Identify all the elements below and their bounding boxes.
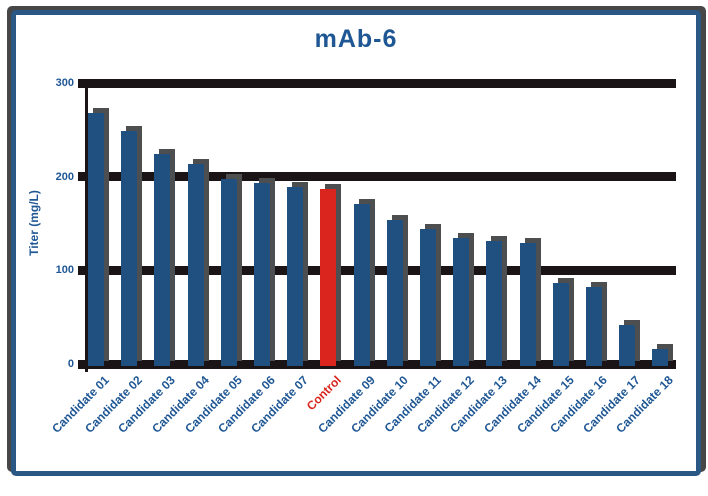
- y-axis-title: Titer (mg/L): [27, 190, 41, 256]
- chart-frame: mAb-6 Titer (mg/L) 300 200 100 0 Candidate 0…: [11, 10, 701, 476]
- bar: [552, 282, 569, 366]
- bar: [386, 219, 403, 366]
- y-tick-label-300: 300: [55, 77, 74, 89]
- y-tick-label-100: 100: [55, 264, 74, 277]
- bar: [652, 349, 669, 366]
- bar: [254, 183, 270, 366]
- x-axis-label: Candidate 01: [49, 373, 112, 436]
- gridline-100: [78, 265, 676, 275]
- bar: [420, 229, 436, 366]
- gridline-200: [78, 172, 676, 182]
- bar: [586, 287, 602, 366]
- y-tick-label-0: 0: [67, 358, 74, 370]
- gridline-0: [78, 359, 676, 369]
- chart-title: mAb-6: [314, 25, 398, 53]
- bar: [187, 163, 204, 366]
- bar: [121, 130, 138, 366]
- bar: [154, 154, 171, 366]
- bar: [453, 237, 470, 366]
- bar: [287, 187, 304, 366]
- bar: [619, 324, 636, 366]
- bar: [353, 203, 370, 366]
- bar: [88, 113, 104, 366]
- bar: [519, 243, 536, 366]
- bar: [486, 241, 503, 366]
- y-axis-line: [85, 83, 88, 372]
- y-tick-label-200: 200: [55, 170, 74, 183]
- gridline-300: [78, 78, 676, 88]
- bar: [220, 178, 237, 366]
- bar-highlighted: [320, 188, 337, 366]
